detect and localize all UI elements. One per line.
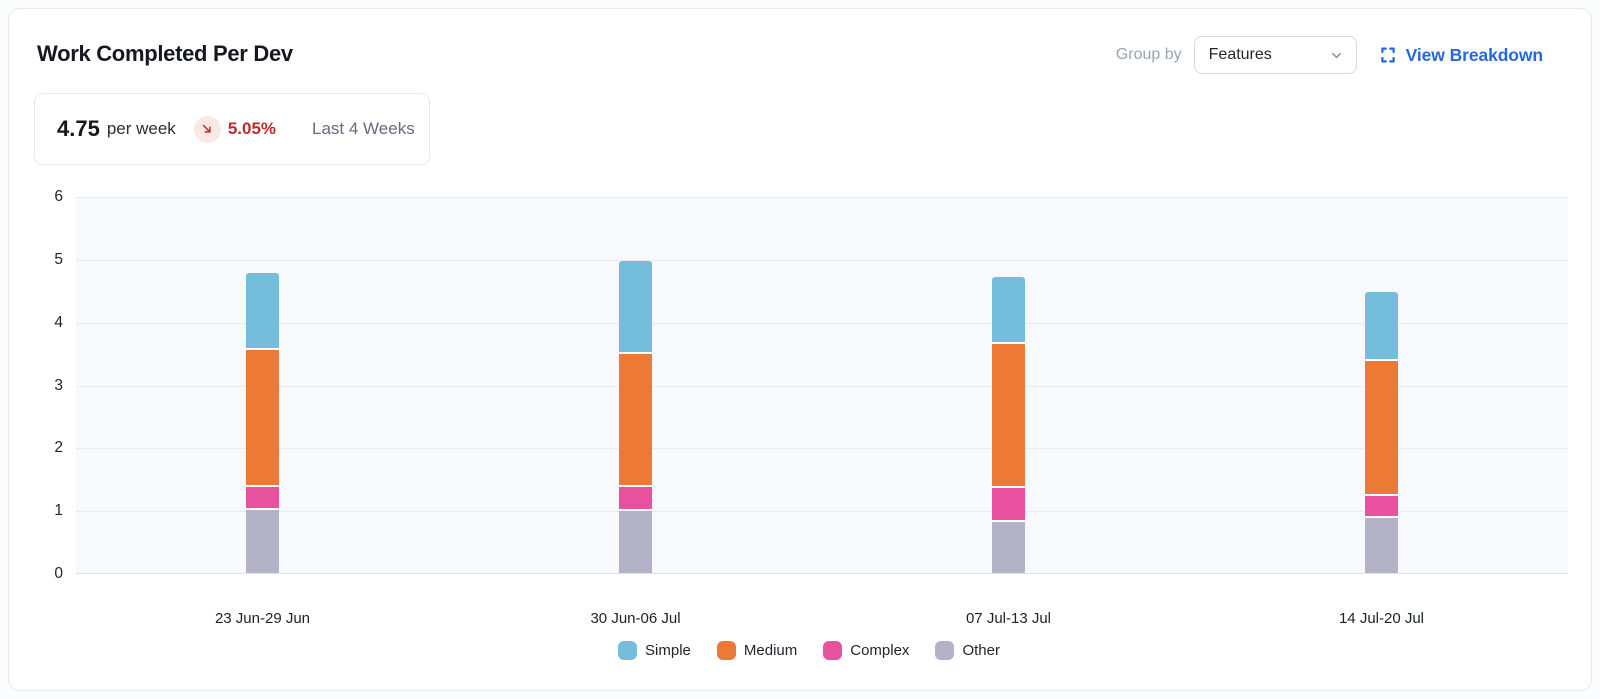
- bar-segment-complex[interactable]: [246, 485, 279, 508]
- expand-icon: [1379, 46, 1406, 64]
- bar-segment-medium[interactable]: [1365, 358, 1398, 494]
- bar-segment-other[interactable]: [992, 519, 1025, 573]
- legend-label: Medium: [743, 642, 798, 659]
- legend-swatch-complex: [823, 641, 843, 660]
- y-axis-tick-label: 4: [54, 313, 63, 331]
- stat-card: 4.75 per week 5.05% Last 4 Weeks: [34, 93, 430, 165]
- legend-label: Simple: [645, 642, 691, 659]
- page-title: Work Completed Per Dev: [37, 41, 293, 66]
- y-axis-tick-label: 5: [54, 250, 63, 268]
- bar-segment-medium[interactable]: [246, 347, 279, 486]
- y-axis-tick-label: 0: [54, 565, 63, 582]
- gridline-y0: [76, 573, 1568, 574]
- legend-item-simple[interactable]: Simple: [618, 641, 691, 660]
- stat-unit: per week: [106, 119, 176, 138]
- view-breakdown-button[interactable]: View Breakdown: [1379, 45, 1543, 66]
- bar-segment-other[interactable]: [1365, 515, 1398, 573]
- legend-swatch-other: [935, 641, 955, 660]
- legend-label: Complex: [850, 642, 910, 659]
- gridline-y6: [76, 197, 1568, 198]
- stat-delta-value: 5.05%: [227, 119, 277, 138]
- x-axis-tick-label: 30 Jun-06 Jul: [590, 610, 681, 627]
- stacked-bar-2[interactable]: [619, 260, 652, 573]
- stat-delta-chip: 5.05%: [193, 115, 277, 143]
- bar-segment-other[interactable]: [619, 508, 652, 573]
- header-controls: Group by Features View Breakdown: [1116, 36, 1543, 74]
- bar-segment-medium[interactable]: [992, 341, 1025, 486]
- stat-period: Last 4 Weeks: [312, 119, 415, 138]
- y-axis-tick-label: 6: [54, 188, 63, 205]
- bar-segment-complex[interactable]: [1365, 493, 1398, 516]
- bar-segment-simple[interactable]: [619, 260, 652, 352]
- legend-swatch-medium: [716, 641, 736, 660]
- x-axis-tick-label: 23 Jun-29 Jun: [214, 610, 311, 627]
- y-axis-tick-label: 1: [54, 502, 63, 520]
- legend-item-complex[interactable]: Complex: [823, 641, 909, 660]
- chevron-down-icon: [1329, 48, 1344, 63]
- x-axis-tick-label: 07 Jul-13 Jul: [965, 610, 1052, 627]
- legend-label: Other: [962, 642, 1000, 659]
- bar-segment-simple[interactable]: [1365, 292, 1398, 359]
- chart-legend: Simple Medium Complex Other: [9, 641, 1600, 660]
- group-by-selected-value: Features: [1208, 46, 1272, 63]
- gridline-y2: [76, 448, 1568, 450]
- stacked-bar-1[interactable]: [246, 272, 279, 573]
- gridline-y4: [76, 322, 1568, 324]
- trend-down-icon: [193, 115, 221, 143]
- legend-item-medium[interactable]: Medium: [716, 641, 798, 660]
- stat-value: 4.75: [57, 116, 100, 141]
- stacked-bar-3[interactable]: [992, 277, 1025, 573]
- plot-area: [76, 197, 1568, 574]
- gridline-y3: [76, 385, 1568, 387]
- view-breakdown-label: View Breakdown: [1405, 44, 1543, 65]
- stacked-bar-4[interactable]: [1365, 292, 1398, 573]
- bar-segment-medium[interactable]: [619, 351, 652, 486]
- y-axis-tick-label: 3: [54, 376, 63, 394]
- x-axis-tick-label: 14 Jul-20 Jul: [1338, 610, 1425, 627]
- bar-segment-simple[interactable]: [246, 272, 279, 348]
- bar-segment-other[interactable]: [246, 507, 279, 573]
- bar-segment-simple[interactable]: [992, 277, 1025, 342]
- work-completed-card: Work Completed Per Dev Group by Features…: [8, 8, 1592, 691]
- group-by-select[interactable]: Features: [1193, 36, 1357, 74]
- bar-segment-complex[interactable]: [619, 485, 652, 509]
- legend-item-other[interactable]: Other: [935, 641, 1000, 660]
- gridline-y5: [76, 259, 1568, 261]
- bar-chart: 0 1 2 3 4 5 6 23 Jun-29 Jun 30 Jun-06 Jul 07 Jul…: [9, 9, 1600, 699]
- legend-swatch-simple: [618, 641, 638, 660]
- group-by-label: Group by: [1115, 46, 1182, 63]
- bar-segment-complex[interactable]: [992, 485, 1025, 520]
- gridline-y1: [76, 511, 1568, 513]
- y-axis-tick-label: 2: [54, 439, 63, 457]
